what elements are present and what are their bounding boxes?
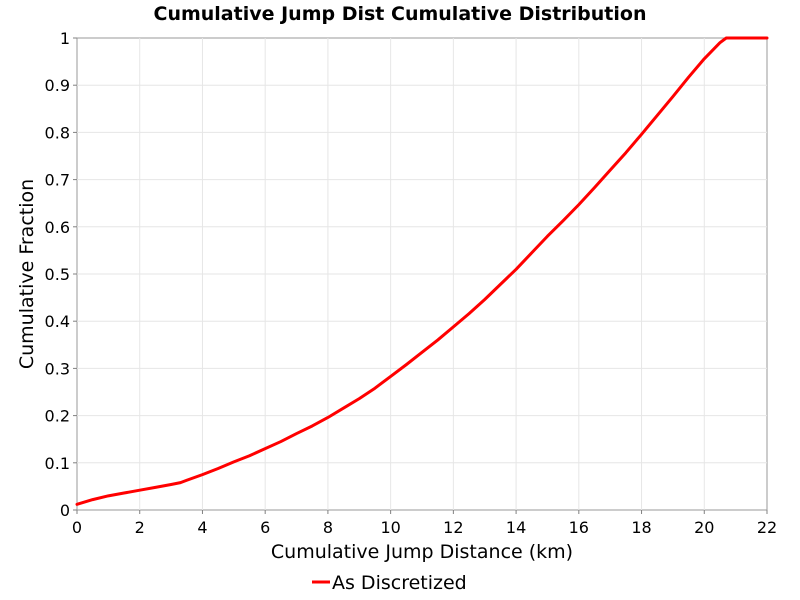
x-tick-label: 6 (260, 518, 270, 537)
x-tick-label: 10 (380, 518, 400, 537)
x-tick-label: 2 (135, 518, 145, 537)
x-tick-label: 0 (72, 518, 82, 537)
y-tick-label: 0.5 (45, 265, 70, 284)
y-axis-label: Cumulative Fraction (16, 179, 38, 369)
x-tick-label: 20 (694, 518, 714, 537)
grid-lines (77, 38, 767, 510)
y-tick-label: 0 (60, 501, 70, 520)
x-tick-label: 14 (506, 518, 526, 537)
x-tick-label: 18 (631, 518, 651, 537)
y-tick-label: 0.3 (45, 359, 70, 378)
x-tick-label: 16 (569, 518, 589, 537)
legend: As Discretized (312, 572, 467, 594)
axis-ticks: 0 2 4 6 8 10 12 14 16 18 20 22 0 0.1 0.2 0.3 0.4 0.5 0.6 0.… (45, 29, 778, 537)
x-tick-label: 8 (323, 518, 333, 537)
y-tick-label: 1 (60, 29, 70, 48)
x-tick-label: 12 (443, 518, 463, 537)
y-tick-label: 0.8 (45, 123, 70, 142)
y-tick-label: 0.6 (45, 218, 70, 237)
series-line-as-discretized (75, 36, 769, 506)
y-tick-label: 0.1 (45, 454, 70, 473)
y-tick-label: 0.9 (45, 76, 70, 95)
y-tick-label: 0.7 (45, 171, 70, 190)
legend-label-as-discretized: As Discretized (332, 572, 467, 594)
x-axis-label: Cumulative Jump Distance (km) (271, 541, 573, 563)
chart-title: Cumulative Jump Dist Cumulative Distribu… (154, 3, 647, 25)
y-tick-label: 0.4 (45, 312, 70, 331)
x-tick-label: 4 (197, 518, 207, 537)
x-tick-label: 22 (757, 518, 777, 537)
y-tick-label: 0.2 (45, 407, 70, 426)
series-layer (75, 36, 769, 506)
